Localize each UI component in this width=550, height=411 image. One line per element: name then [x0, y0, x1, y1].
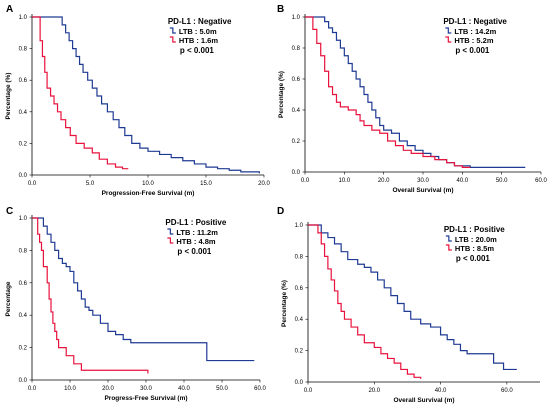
legend-swatch: [445, 235, 452, 242]
legend-entry: HTB : 5.2m: [454, 36, 494, 45]
y-tick-label: 0.8: [292, 46, 301, 52]
y-axis-title: Percentage: [5, 281, 12, 316]
y-tick-label: 0.2: [295, 349, 304, 355]
x-tick-label: 0.0: [301, 178, 310, 184]
x-tick-label: 10.0: [338, 178, 350, 184]
x-tick-label: 10.0: [64, 386, 76, 392]
y-tick-label: 0.4: [19, 313, 28, 319]
x-axis-title: Overall Survival (m): [392, 187, 453, 194]
legend-swatch: [445, 27, 452, 34]
y-tick-label: 0.0: [19, 378, 28, 384]
y-tick-label: 0.8: [19, 47, 28, 53]
legend-entry: HTB : 1.6m: [179, 36, 219, 45]
chart-panel-b: B 0.0 0.2 0.4 0.6 0.8 1.0 0.0 10.0 20.0 30.0 40.0 50…: [277, 4, 547, 194]
x-tick-label: 0.0: [28, 386, 37, 392]
x-axis-title: Overall Survival (m): [393, 397, 454, 404]
y-tick-label: 0.4: [292, 108, 301, 114]
y-tick-label: 0.0: [292, 170, 301, 176]
survival-curve-ltb: [32, 16, 260, 174]
y-tick-label: 0.6: [19, 281, 28, 287]
panel-letter: D: [277, 206, 284, 217]
x-tick-label: 20.0: [258, 181, 270, 187]
y-tick-label: 0.2: [19, 141, 28, 147]
y-tick-label: 1.0: [19, 15, 28, 21]
chart-panel-c: C 0.0 0.2 0.4 0.6 0.8 1.0 0.0 10.0 20.0 30.0 40.0 50…: [5, 206, 266, 402]
survival-curve-htb: [308, 224, 422, 379]
legend-title: PD-L1 : Positive: [165, 218, 226, 227]
y-tick-label: 0.2: [19, 346, 28, 352]
p-value-label: p < 0.001: [456, 254, 491, 263]
y-tick-label: 0.0: [19, 173, 28, 179]
x-tick-label: 15.0: [200, 181, 212, 187]
chart-panel-d: D 0.0 0.2 0.4 0.6 0.8 1.0 0.0 20.0 40.0 60.0 Overal…: [277, 206, 540, 404]
legend-entry: LTB : 5.0m: [179, 27, 217, 36]
x-tick-label: 50.0: [216, 386, 228, 392]
y-tick-label: 0.8: [19, 248, 28, 254]
panel-letter: C: [6, 206, 13, 217]
y-tick-label: 0.2: [292, 139, 301, 145]
y-tick-label: 1.0: [19, 216, 28, 222]
legend-swatch: [167, 237, 174, 244]
legend-swatch: [169, 27, 176, 34]
legend-swatch: [169, 36, 176, 43]
p-value-label: p < 0.001: [177, 247, 212, 256]
x-tick-label: 40.0: [178, 386, 190, 392]
y-tick-label: 0.4: [295, 317, 304, 323]
panel-letter: A: [6, 4, 13, 15]
x-tick-label: 40.0: [435, 388, 447, 394]
survival-curve-htb: [32, 16, 129, 170]
y-tick-label: 0.0: [295, 380, 304, 386]
legend-entry: LTB : 11.2m: [176, 228, 218, 237]
legend-entry: LTB : 20.0m: [455, 235, 497, 244]
survival-curve-ltb: [308, 224, 517, 371]
x-tick-label: 20.0: [368, 388, 380, 394]
legend-entry: LTB : 14.2m: [454, 27, 496, 36]
y-axis-title: Percentage (%): [281, 280, 288, 327]
y-tick-label: 0.6: [19, 78, 28, 84]
x-axis-title: Progress-Free Survival (m): [104, 395, 187, 402]
y-tick-label: 0.8: [295, 254, 304, 260]
y-tick-label: 0.6: [295, 286, 304, 292]
x-tick-label: 20.0: [378, 178, 390, 184]
legend-swatch: [167, 228, 174, 235]
x-tick-label: 0.0: [28, 181, 37, 187]
x-tick-label: 30.0: [417, 178, 429, 184]
y-axis-title: Percentage (%): [5, 73, 12, 120]
x-axis-title: Progression-Free Survival (m): [102, 190, 195, 197]
x-tick-label: 60.0: [501, 388, 513, 394]
y-axis-title: Percentage (%): [278, 71, 285, 118]
x-tick-label: 10.0: [142, 181, 154, 187]
chart-panel-a: A 0.0 0.2 0.4 0.6 0.8 1.0 0.0 5.0 10.0 15.0 20.0 Pro…: [5, 4, 270, 197]
x-tick-label: 30.0: [140, 386, 152, 392]
panel-letter: B: [277, 4, 284, 15]
legend-title: PD-L1 : Negative: [443, 17, 507, 26]
legend-title: PD-L1 : Positive: [444, 225, 505, 234]
legend-title: PD-L1 : Negative: [168, 17, 232, 26]
survival-curve-ltb: [32, 217, 255, 362]
y-tick-label: 0.4: [19, 110, 28, 116]
legend-swatch: [445, 244, 452, 251]
x-tick-label: 50.0: [496, 178, 508, 184]
y-tick-label: 0.6: [292, 77, 301, 83]
legend-entry: HTB : 4.8m: [176, 237, 216, 246]
p-value-label: p < 0.001: [455, 46, 490, 55]
survival-curve-htb: [305, 16, 471, 168]
p-value-label: p < 0.001: [180, 46, 215, 55]
x-tick-label: 40.0: [456, 178, 468, 184]
legend-entry: HTB : 8.5m: [455, 244, 495, 253]
x-tick-label: 60.0: [254, 386, 266, 392]
legend-swatch: [445, 36, 452, 43]
x-tick-label: 5.0: [86, 181, 95, 187]
y-tick-label: 1.0: [292, 15, 301, 21]
y-tick-label: 1.0: [295, 223, 304, 229]
x-tick-label: 60.0: [535, 178, 547, 184]
survival-curve-htb: [32, 217, 149, 374]
x-tick-label: 0.0: [304, 388, 313, 394]
x-tick-label: 20.0: [102, 386, 114, 392]
